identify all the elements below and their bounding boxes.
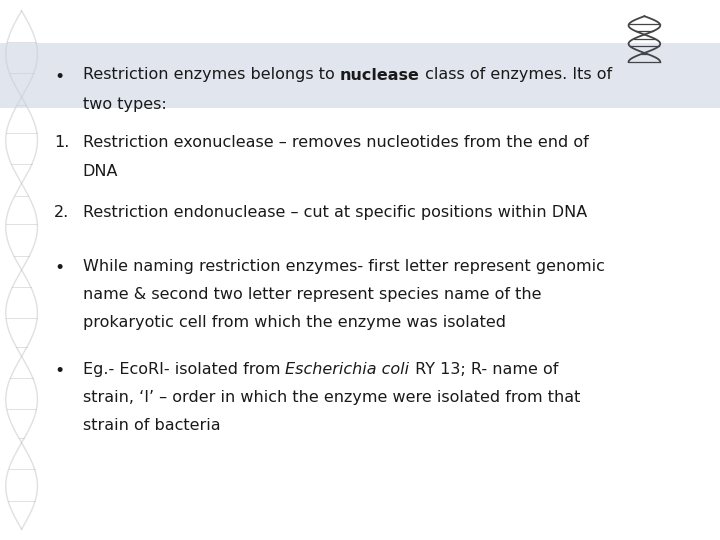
Text: prokaryotic cell from which the enzyme was isolated: prokaryotic cell from which the enzyme w… <box>83 315 505 330</box>
Text: strain, ‘I’ – order in which the enzyme were isolated from that: strain, ‘I’ – order in which the enzyme … <box>83 390 580 405</box>
Text: class of enzymes. Its of: class of enzymes. Its of <box>420 68 612 83</box>
Text: nuclease: nuclease <box>340 68 420 83</box>
Text: DNA: DNA <box>83 164 118 179</box>
Text: •: • <box>54 362 64 380</box>
Text: strain of bacteria: strain of bacteria <box>83 418 220 433</box>
Text: Restriction endonuclease – cut at specific positions within DNA: Restriction endonuclease – cut at specif… <box>83 205 587 220</box>
Text: 1.: 1. <box>54 135 69 150</box>
Text: name & second two letter represent species name of the: name & second two letter represent speci… <box>83 287 541 302</box>
Text: Eg.- EcoRI- isolated from: Eg.- EcoRI- isolated from <box>83 362 285 377</box>
Text: •: • <box>54 259 64 277</box>
Text: •: • <box>54 68 64 85</box>
FancyBboxPatch shape <box>0 43 720 108</box>
Text: While naming restriction enzymes- first letter represent genomic: While naming restriction enzymes- first … <box>83 259 605 274</box>
Text: 2.: 2. <box>54 205 69 220</box>
Text: Restriction exonuclease – removes nucleotides from the end of: Restriction exonuclease – removes nucleo… <box>83 135 588 150</box>
Text: RY 13; R- name of: RY 13; R- name of <box>410 362 558 377</box>
Text: two types:: two types: <box>83 97 166 112</box>
Text: Restriction enzymes belongs to: Restriction enzymes belongs to <box>83 68 340 83</box>
Text: Escherichia coli: Escherichia coli <box>285 362 410 377</box>
